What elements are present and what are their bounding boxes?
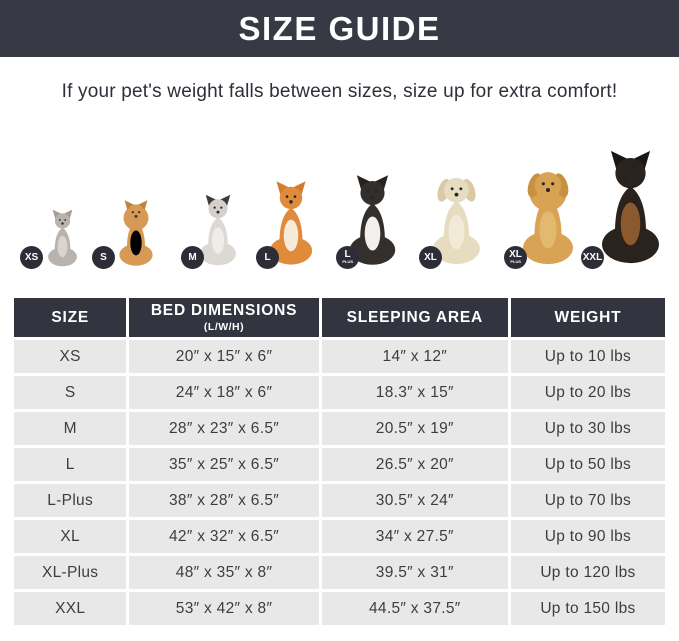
sleeping-area-cell: 34″ x 27.5″	[321, 520, 508, 553]
pet-photo-cat	[40, 207, 85, 269]
size-badge-xl: XL	[419, 246, 442, 269]
col-header-bed-dimensions-sub: (L/W/H)	[203, 321, 245, 333]
pet-photo-border-collie	[337, 171, 408, 269]
col-header-sleeping-area: SLEEPING AREA	[321, 298, 508, 337]
size-table: SIZE BED DIMENSIONS (L/W/H) SLEEPING ARE…	[11, 295, 668, 628]
size-badge-label: L	[264, 252, 271, 263]
labrador-illustration	[432, 177, 480, 264]
bed-dimensions-cell: 35″ x 25″ x 6.5″	[129, 448, 319, 481]
table-row: L-Plus 38″ x 28″ x 6.5″ 30.5″ x 24″ Up to 7…	[14, 484, 665, 517]
col-header-size-label: SIZE	[51, 308, 89, 326]
border-collie-illustration	[349, 175, 395, 265]
size-badge-xxl: XXL	[581, 246, 604, 269]
table-row: S 24″ x 18″ x 6″ 18.3″ x 15″ Up to 20 lbs	[14, 376, 665, 409]
table-row: M 28″ x 23″ x 6.5″ 20.5″ x 19″ Up to 30 lbs	[14, 412, 665, 445]
size-cell: L-Plus	[14, 484, 127, 517]
table-row: L 35″ x 25″ x 6.5″ 26.5″ x 20″ Up to 50 lbs	[14, 448, 665, 481]
weight-cell: Up to 90 lbs	[510, 520, 665, 553]
col-header-bed-dimensions-label: BED DIMENSIONS	[150, 302, 298, 319]
size-badge-label: XL	[424, 252, 437, 263]
size-badge-l: L	[256, 246, 279, 269]
pet-photo-shiba-inu	[258, 177, 324, 269]
sleeping-area-cell: 14″ x 12″	[321, 340, 508, 373]
weight-cell: Up to 120 lbs	[510, 556, 665, 589]
bed-dimensions-cell: 42″ x 32″ x 6.5″	[129, 520, 319, 553]
col-header-weight: WEIGHT	[510, 298, 665, 337]
sleeping-area-cell: 44.5″ x 37.5″	[321, 592, 508, 625]
size-cell: M	[14, 412, 127, 445]
size-badge-m: M	[181, 246, 204, 269]
cat-illustration	[47, 209, 77, 267]
table-row: XL 42″ x 32″ x 6.5″ 34″ x 27.5″ Up to 90 lb…	[14, 520, 665, 553]
bed-dimensions-cell: 20″ x 15″ x 6″	[129, 340, 319, 373]
col-header-size: SIZE	[14, 298, 127, 337]
weight-cell: Up to 150 lbs	[510, 592, 665, 625]
golden-retriever-illustration	[523, 172, 573, 265]
col-header-bed-dimensions: BED DIMENSIONS (L/W/H)	[129, 298, 319, 337]
size-badge-label: S	[100, 252, 107, 263]
size-badge-label: L	[344, 249, 351, 260]
pet-photo-golden-retriever	[509, 161, 587, 269]
size-cell: S	[14, 376, 127, 409]
sleeping-area-cell: 20.5″ x 19″	[321, 412, 508, 445]
bed-dimensions-cell: 24″ x 18″ x 6″	[129, 376, 319, 409]
sleeping-area-cell: 39.5″ x 31″	[321, 556, 508, 589]
sleeping-area-cell: 18.3″ x 15″	[321, 376, 508, 409]
pet-photo-french-bulldog	[190, 191, 246, 269]
weight-cell: Up to 20 lbs	[510, 376, 665, 409]
size-cell: XL-Plus	[14, 556, 127, 589]
size-cell: XXL	[14, 592, 127, 625]
weight-cell: Up to 70 lbs	[510, 484, 665, 517]
bed-dimensions-cell: 48″ x 35″ x 8″	[129, 556, 319, 589]
size-badge-label: XS	[24, 252, 39, 263]
col-header-weight-label: WEIGHT	[554, 308, 622, 326]
weight-cell: Up to 30 lbs	[510, 412, 665, 445]
size-cell: XS	[14, 340, 127, 373]
table-row: XL-Plus 48″ x 35″ x 8″ 39.5″ x 31″ Up to 12…	[14, 556, 665, 589]
size-badge-sublabel: PLUS	[510, 259, 521, 264]
subtitle-text: If your pet's weight falls between sizes…	[61, 81, 618, 102]
pomeranian-illustration	[119, 200, 153, 266]
pet-size-lineup: XS S M L L PLUS	[0, 113, 679, 295]
sleeping-area-cell: 26.5″ x 20″	[321, 448, 508, 481]
size-badge-s: S	[92, 246, 115, 269]
bed-dimensions-cell: 28″ x 23″ x 6.5″	[129, 412, 319, 445]
french-bulldog-illustration	[200, 194, 236, 266]
doberman-illustration	[601, 150, 659, 264]
size-badge-label: XXL	[582, 252, 603, 263]
bed-dimensions-cell: 53″ x 42″ x 8″	[129, 592, 319, 625]
shiba-inu-illustration	[269, 181, 313, 265]
page-title: SIZE GUIDE	[238, 9, 441, 47]
size-badge-xs: XS	[20, 246, 43, 269]
table-header-row: SIZE BED DIMENSIONS (L/W/H) SLEEPING ARE…	[14, 298, 665, 337]
table-row: XXL 53″ x 42″ x 8″ 44.5″ x 37.5″ Up to 150 …	[14, 592, 665, 625]
size-badge-l-plus: L PLUS	[336, 246, 359, 269]
bed-dimensions-cell: 38″ x 28″ x 6.5″	[129, 484, 319, 517]
size-badge-label: XL	[509, 249, 522, 260]
size-badge-sublabel: PLUS	[342, 259, 353, 264]
table-row: XS 20″ x 15″ x 6″ 14″ x 12″ Up to 10 lbs	[14, 340, 665, 373]
pet-photo-labrador	[420, 167, 493, 269]
weight-cell: Up to 50 lbs	[510, 448, 665, 481]
pet-photo-pomeranian	[110, 197, 162, 269]
sleeping-area-cell: 30.5″ x 24″	[321, 484, 508, 517]
size-badge-xl-plus: XL PLUS	[504, 246, 527, 269]
weight-cell: Up to 10 lbs	[510, 340, 665, 373]
size-cell: XL	[14, 520, 127, 553]
size-cell: L	[14, 448, 127, 481]
size-badge-label: M	[188, 252, 197, 263]
pet-photo-doberman	[586, 145, 675, 269]
col-header-sleeping-area-label: SLEEPING AREA	[346, 308, 484, 326]
header-banner: SIZE GUIDE	[0, 0, 679, 57]
